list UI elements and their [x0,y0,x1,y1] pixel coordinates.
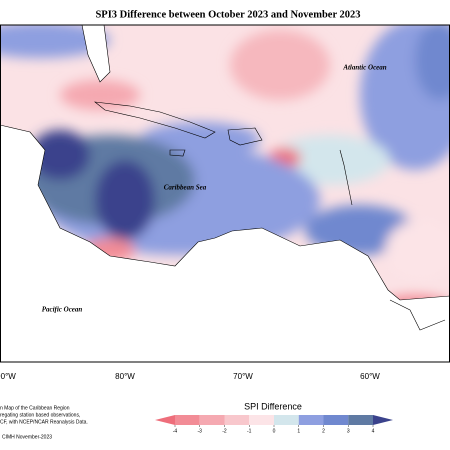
colorbar: -4 -3 -2 -1 0 1 2 3 4 [155,415,393,434]
ocean-label: Atlantic Ocean [342,64,386,72]
guianas-border [389,299,446,331]
colorbar-tick-label: 3 [347,428,350,434]
field-blob [385,220,450,280]
longitude-label: 70°W [233,372,253,381]
colorbar-segment [274,415,299,425]
field-blob [60,80,140,110]
lesser-antilles [339,149,353,206]
colorbar-tick-label: 1 [297,428,300,434]
florida [81,25,111,83]
colorbar-segment [323,415,349,425]
land-mass [0,124,450,362]
sea-label: Caribbean Sea [164,184,207,192]
cuba-outline [93,101,216,139]
colorbar-title: SPI Difference [244,401,302,411]
ocean-label: Pacific Ocean [42,306,83,314]
map-area [0,25,450,362]
colorbar-tick-label: 2 [322,428,325,434]
colorbar-arrow [155,415,175,425]
footnote: CF, with NCEP/NCAR Reanalysis Data. [0,419,88,425]
colorbar-tick-label: -3 [198,428,203,434]
hispaniola-outline [227,127,263,146]
field-blob [30,130,90,180]
colorbar-segment [175,415,200,425]
longitude-label: 60°W [360,372,380,381]
jamaica-outline [169,149,186,157]
colorbar-arrow [373,415,393,425]
longitude-label: 90°W [0,372,16,381]
footnote: n Map of the Caribbean Region [0,405,70,411]
colorbar-tick-label: -2 [222,428,227,434]
colorbar-segment [224,415,250,425]
colorbar-tick-label: 0 [273,428,276,434]
colorbar-tick-label: 4 [372,428,375,434]
map-title: SPI3 Difference between October 2023 and… [95,9,360,20]
colorbar-segment [348,415,373,425]
spi-field [0,25,450,345]
field-blob [230,30,330,100]
colorbar-segment [298,415,324,425]
credit: CIMH November-2023 [2,434,52,440]
footnote: regating station based observations, [0,412,80,418]
colorbar-segment [249,415,274,425]
field-blob [0,25,110,58]
colorbar-tick-label: -1 [247,428,252,434]
field-blob [95,160,155,240]
longitude-labels: 90°W 80°W 70°W 60°W [0,372,380,381]
field-blob [415,25,450,100]
longitude-label: 80°W [115,372,135,381]
colorbar-segment [199,415,225,425]
colorbar-tick-label: -4 [173,428,178,434]
